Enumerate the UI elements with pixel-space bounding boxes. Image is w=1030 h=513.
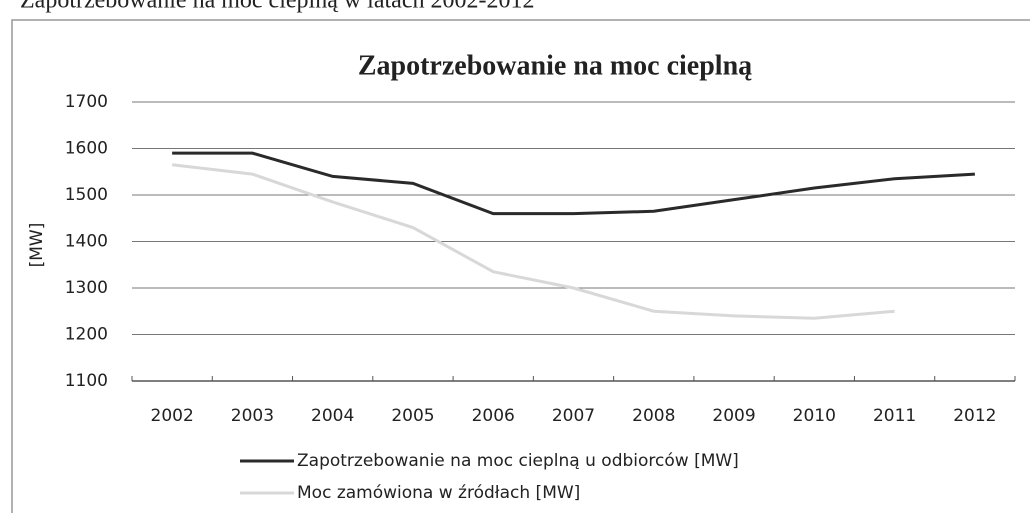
y-tick-label: 1600 — [65, 139, 108, 159]
y-tick-label: 1300 — [65, 278, 108, 298]
y-axis-label: [MW] — [27, 223, 47, 268]
x-tick-label: 2012 — [953, 406, 996, 426]
legend-label: Zapotrzebowanie na moc cieplną u odbiorc… — [297, 451, 739, 471]
y-tick-label: 1700 — [65, 92, 108, 112]
legend-label: Moc zamówiona w źródłach [MW] — [297, 483, 580, 503]
x-tick-label: 2009 — [712, 406, 755, 426]
caption: Zapotrzebowanie na moc cieplną w latach … — [20, 0, 534, 14]
x-tick-label: 2011 — [873, 406, 916, 426]
x-tick-label: 2006 — [472, 406, 515, 426]
x-tick-label: 2004 — [311, 406, 354, 426]
series-line — [172, 151, 975, 216]
x-tick-label: 2003 — [231, 406, 274, 426]
y-tick-label: 1400 — [65, 232, 108, 252]
x-tick-label: 2007 — [552, 406, 595, 426]
x-tick-label: 2010 — [793, 406, 836, 426]
x-tick-label: 2005 — [391, 406, 434, 426]
y-tick-label: 1500 — [65, 185, 108, 205]
chart-title: Zapotrzebowanie na moc cieplną — [358, 50, 752, 81]
chart-frame — [11, 19, 1030, 513]
y-tick-label: 1200 — [65, 325, 108, 345]
series-line — [171, 163, 895, 320]
x-tick-label: 2002 — [151, 406, 194, 426]
x-tick-label: 2008 — [632, 406, 675, 426]
y-tick-label: 1100 — [65, 371, 108, 391]
